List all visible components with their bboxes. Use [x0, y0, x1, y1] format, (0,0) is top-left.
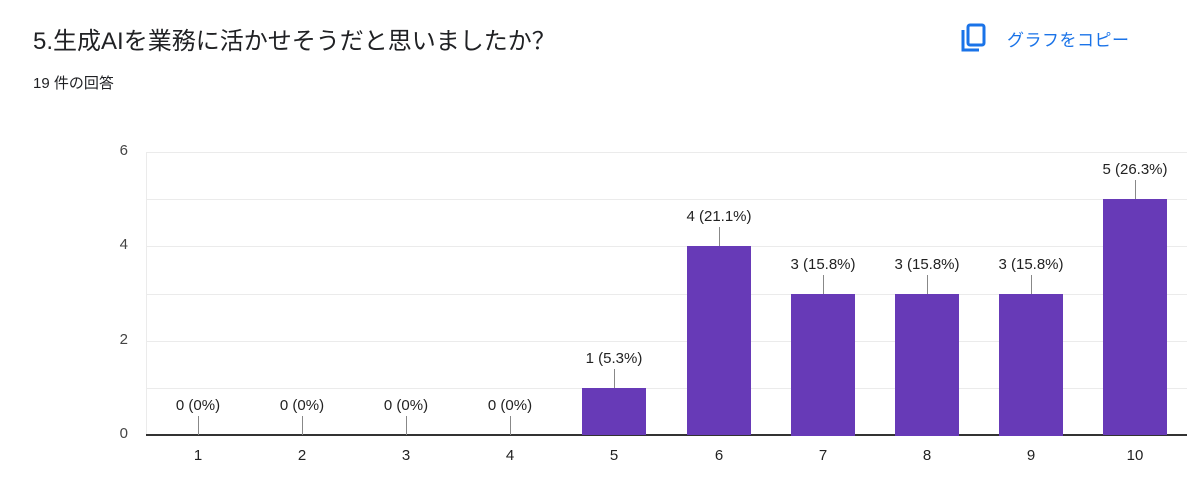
- x-tick-label: 8: [922, 447, 932, 464]
- x-tick-label: 5: [609, 447, 619, 464]
- bar-9: [999, 294, 1063, 436]
- bar-6: [687, 246, 751, 435]
- gridline: [146, 199, 1187, 200]
- y-tick-label: 0: [119, 425, 128, 442]
- data-label-leader: [406, 416, 407, 435]
- data-label: 0 (0%): [279, 397, 325, 414]
- data-label-leader: [614, 369, 615, 388]
- data-label-leader: [1135, 180, 1136, 199]
- data-label-leader: [302, 416, 303, 435]
- y-tick-label: 4: [119, 236, 128, 253]
- copy-chart-button[interactable]: グラフをコピー: [955, 18, 1136, 58]
- y-tick-label: 2: [119, 331, 128, 348]
- x-tick-label: 4: [505, 447, 515, 464]
- gridline: [146, 246, 1187, 247]
- data-label-leader: [823, 275, 824, 294]
- x-axis-baseline: [146, 434, 1187, 436]
- data-label: 3 (15.8%): [790, 256, 856, 273]
- data-label: 3 (15.8%): [998, 256, 1064, 273]
- data-label: 5 (26.3%): [1102, 161, 1168, 178]
- y-tick-label: 6: [119, 142, 128, 159]
- copy-chart-label: グラフをコピー: [1007, 30, 1130, 50]
- data-label-leader: [1031, 275, 1032, 294]
- bar-8: [895, 294, 959, 436]
- x-tick-label: 10: [1126, 447, 1144, 464]
- x-tick-label: 7: [818, 447, 828, 464]
- x-tick-label: 6: [714, 447, 724, 464]
- data-label-leader: [198, 416, 199, 435]
- question-title: 5.生成AIを業務に活かせそうだと思いましたか？: [33, 28, 556, 55]
- gridline: [146, 152, 1187, 153]
- x-tick-label: 9: [1026, 447, 1036, 464]
- plot-border: [146, 152, 147, 435]
- data-label: 0 (0%): [487, 397, 533, 414]
- bar-5: [582, 388, 646, 435]
- data-label: 3 (15.8%): [894, 256, 960, 273]
- data-label-leader: [719, 227, 720, 246]
- data-label: 0 (0%): [383, 397, 429, 414]
- response-count: 19 件の回答: [33, 75, 114, 92]
- data-label: 4 (21.1%): [686, 208, 752, 225]
- x-tick-label: 3: [401, 447, 411, 464]
- gridline: [146, 294, 1187, 295]
- x-tick-label: 1: [193, 447, 203, 464]
- data-label-leader: [510, 416, 511, 435]
- data-label: 1 (5.3%): [585, 350, 643, 367]
- x-tick-label: 2: [297, 447, 307, 464]
- gridline: [146, 388, 1187, 389]
- gridline: [146, 341, 1187, 342]
- data-label: 0 (0%): [175, 397, 221, 414]
- bar-7: [791, 294, 855, 436]
- data-label-leader: [927, 275, 928, 294]
- copy-icon: [961, 23, 989, 53]
- bar-10: [1103, 199, 1167, 435]
